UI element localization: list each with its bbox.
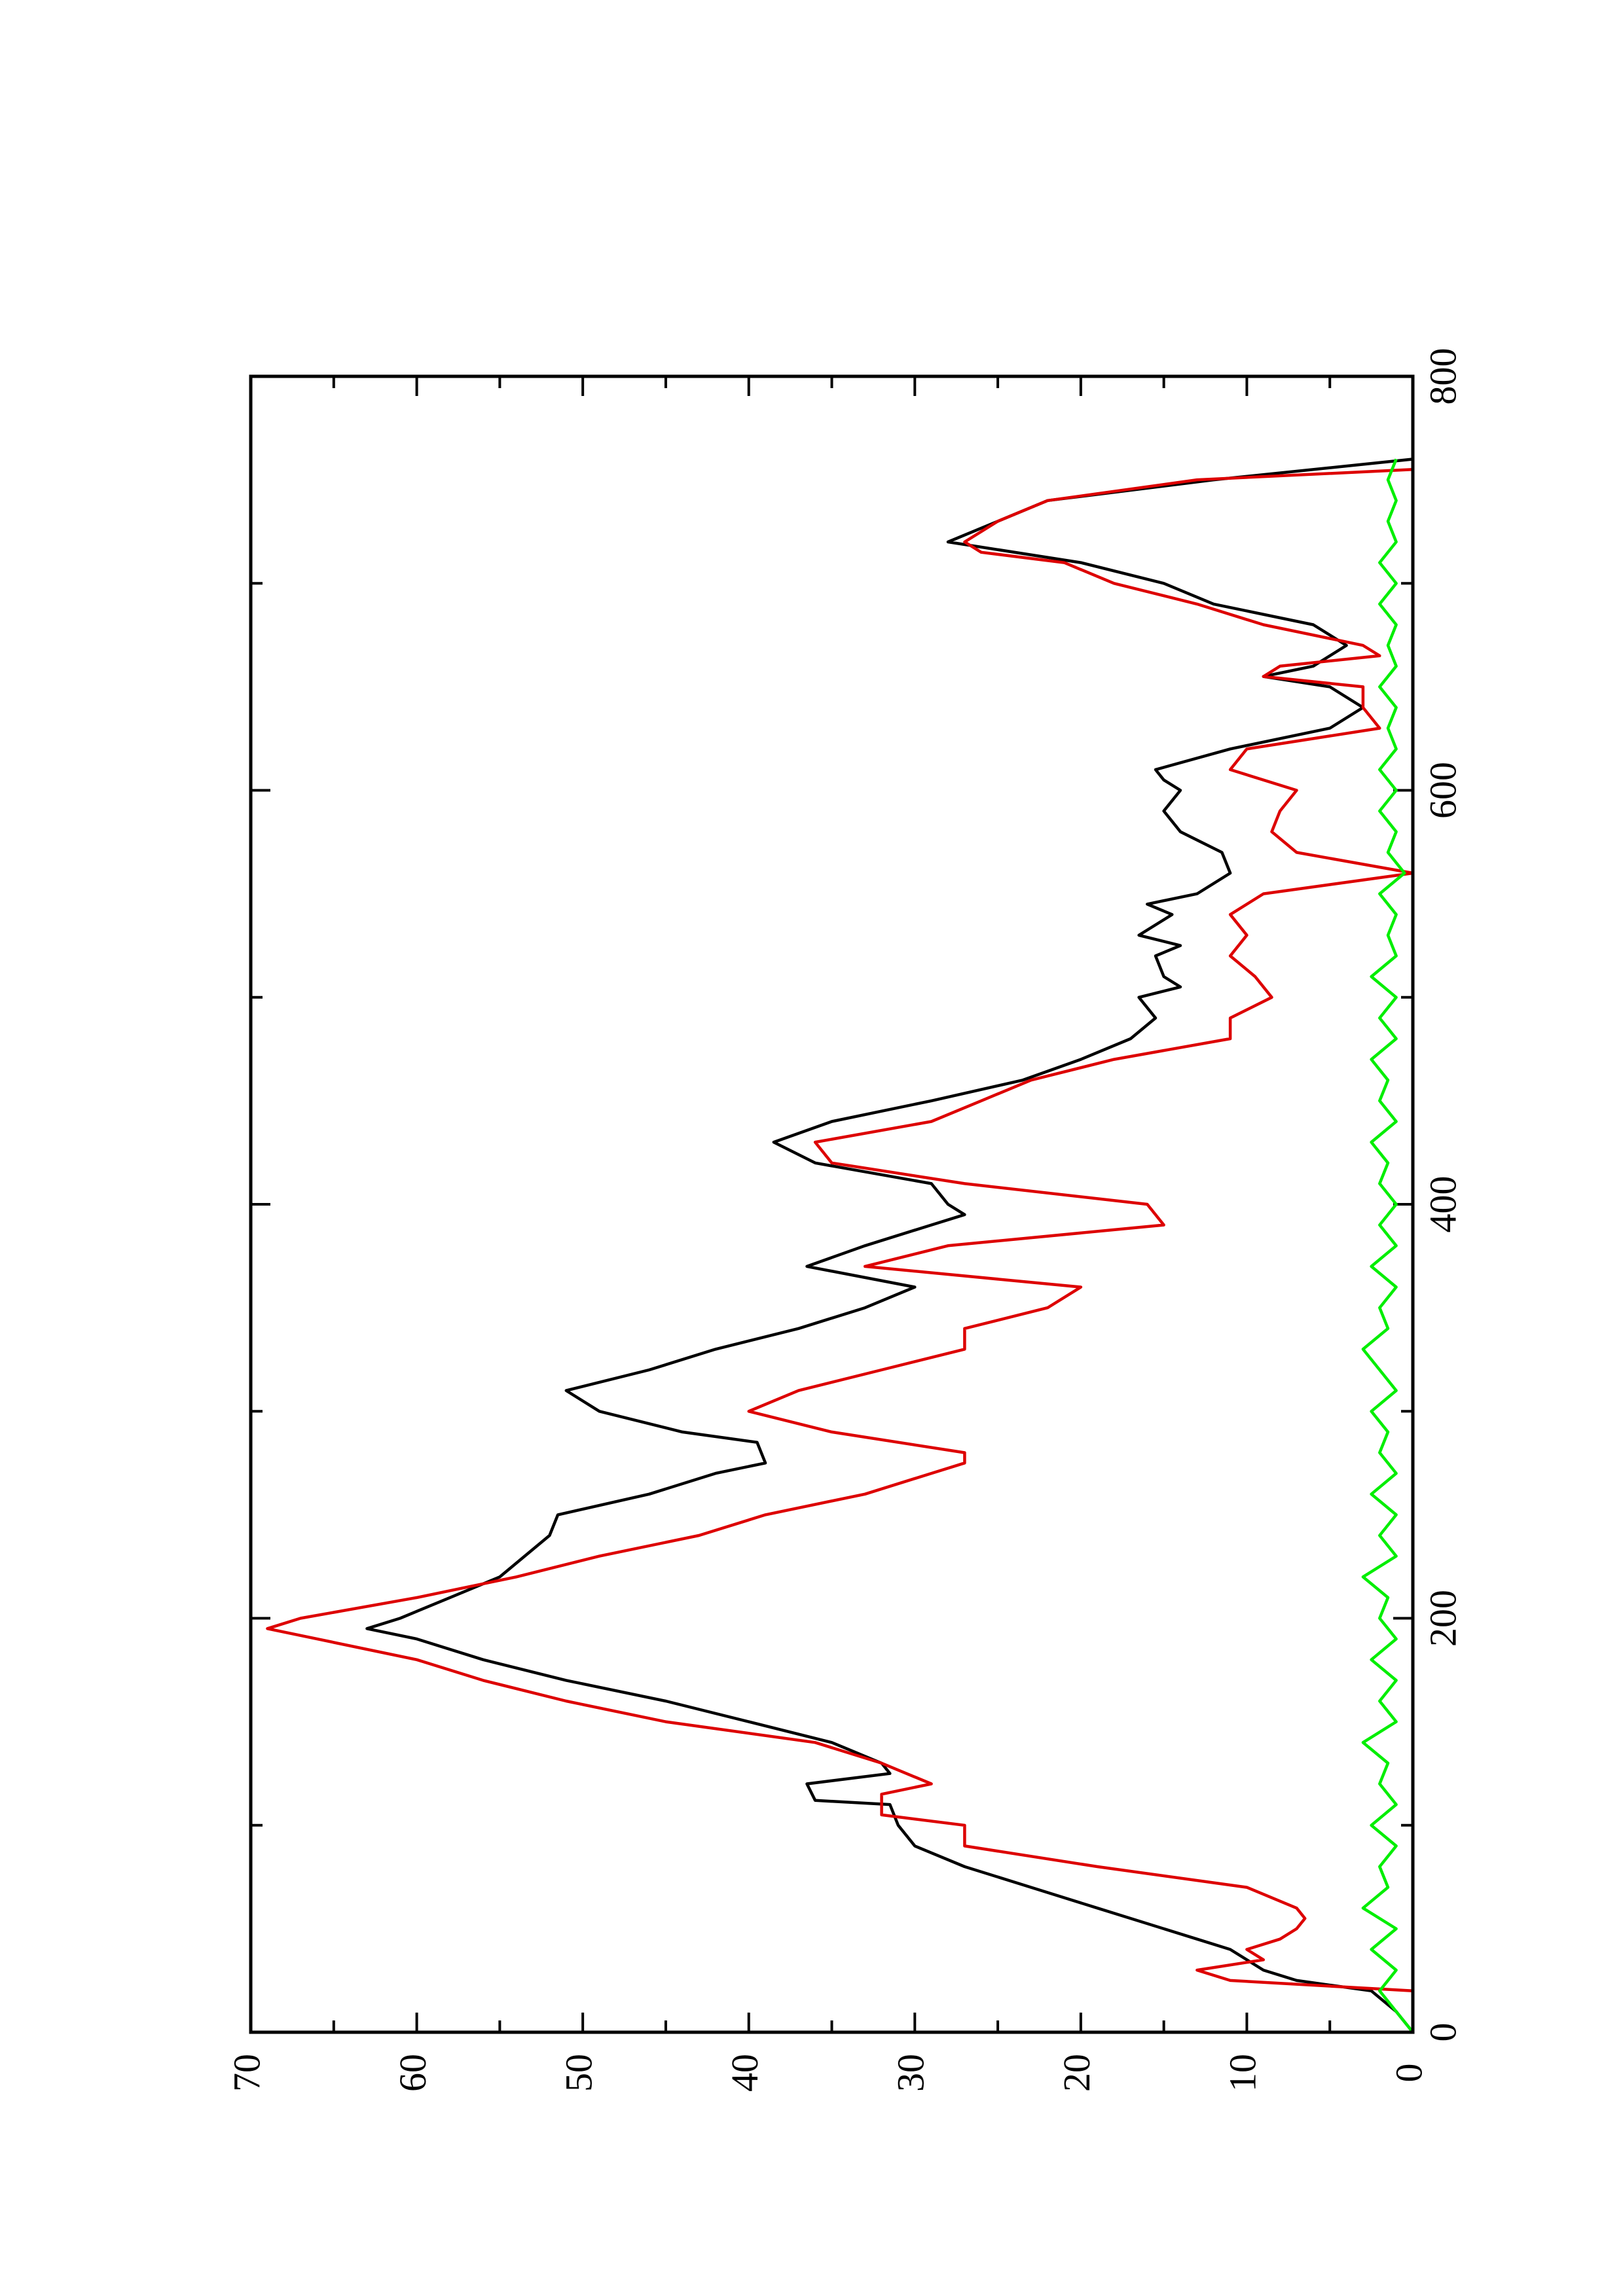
x-tick-label: 800	[1421, 348, 1464, 405]
x-tick-label: 600	[1421, 762, 1464, 819]
series-layer	[266, 457, 1415, 2034]
series-line-2	[266, 468, 1415, 2032]
x-tick-label: 200	[1421, 1590, 1464, 1647]
axis-tick-labels: 0 200 400 600 800 0 10 20 30 40 50 60 70	[225, 348, 1464, 2092]
x-tick-label: 400	[1421, 1176, 1464, 1233]
y-tick-label: 10	[1222, 2054, 1264, 2092]
y-tick-label: 0	[1387, 2064, 1430, 2083]
y-tick-label: 30	[890, 2054, 932, 2092]
y-tick-label: 20	[1055, 2054, 1098, 2092]
series-line-3	[1361, 458, 1414, 2034]
axis-ticks	[249, 375, 1414, 2034]
series-line-1	[365, 457, 1414, 2034]
y-tick-label: 70	[225, 2054, 268, 2092]
plot-frame	[249, 374, 1415, 2034]
y-tick-label: 50	[557, 2054, 600, 2092]
y-tick-label: 60	[392, 2054, 434, 2092]
x-tick-label: 0	[1421, 2023, 1464, 2042]
y-tick-label: 40	[723, 2054, 766, 2092]
